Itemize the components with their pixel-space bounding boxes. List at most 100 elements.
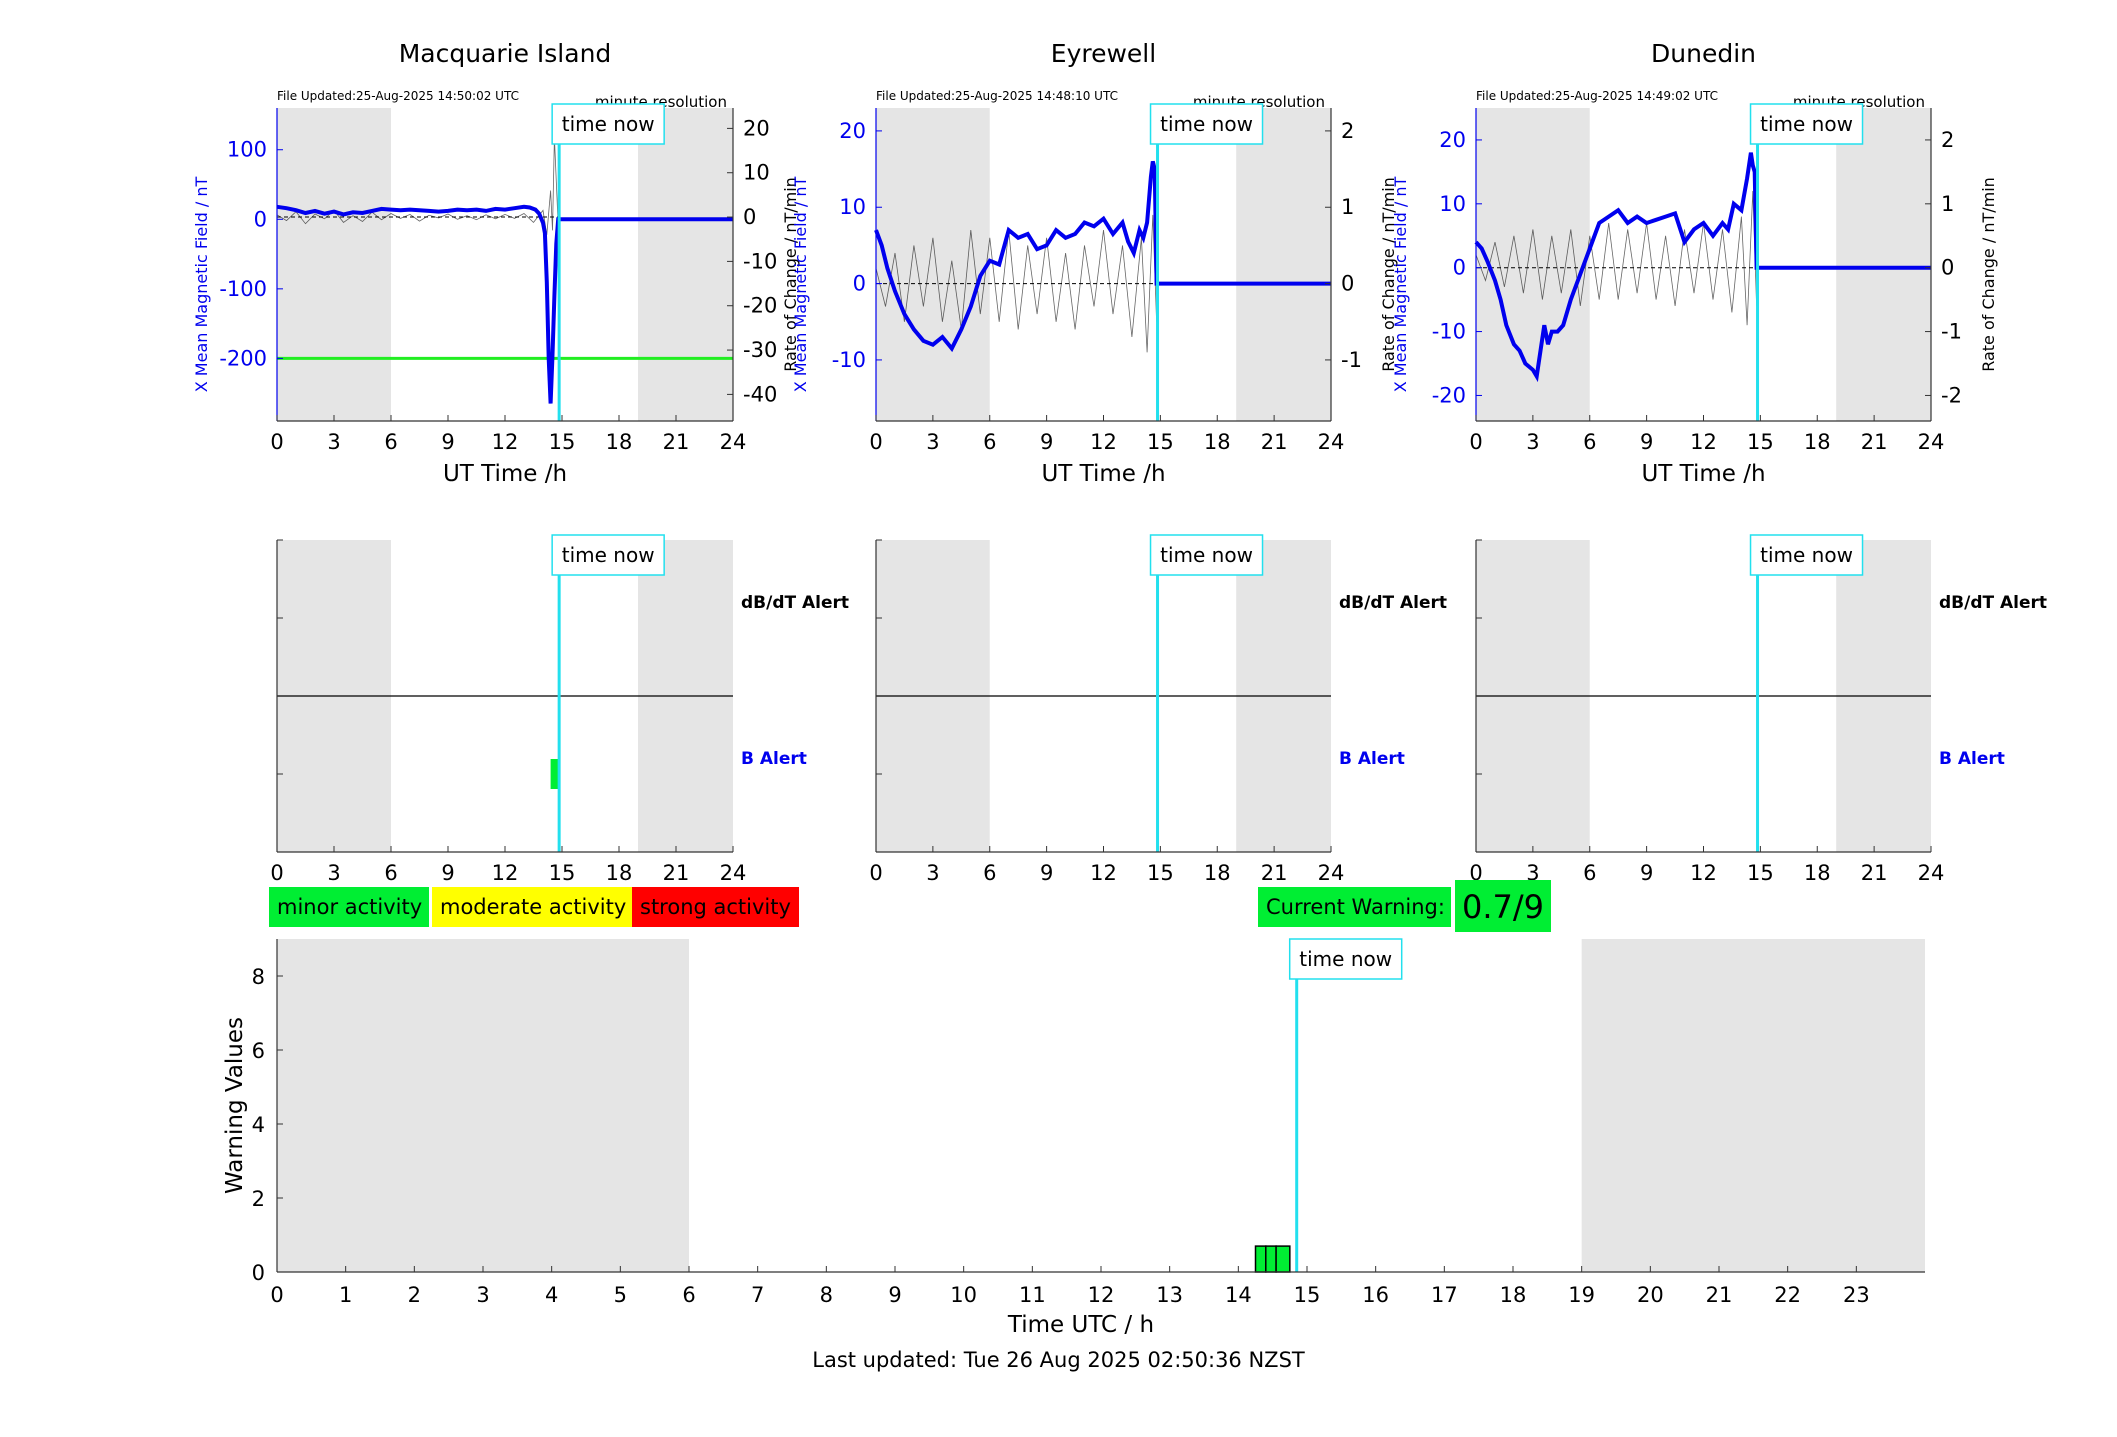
- x-tick-label: 6: [384, 861, 397, 885]
- time-now-box: [1288, 938, 1403, 980]
- warning-panel: 0 1 2 3 4 5 6 7 8 9 10 11 12 13 14 15 16 17 18 19 20 21 22 2302…: [222, 939, 1925, 1338]
- y-tick-label: 100: [227, 138, 267, 162]
- x-tick-label: 7: [751, 1283, 764, 1307]
- x-tick-label: 24: [1918, 430, 1945, 454]
- x-tick-label: 1: [339, 1283, 352, 1307]
- y2-tick-label: 0: [1341, 272, 1354, 296]
- magnetic-field-line: [276, 204, 733, 404]
- x-axis-label: UT Time /h: [1041, 461, 1165, 487]
- x-tick-label: 9: [1040, 430, 1053, 454]
- x-tick-label: 15: [549, 430, 576, 454]
- time-now-label: time now: [1760, 543, 1853, 567]
- y-tick-label: 0: [1453, 256, 1466, 280]
- x-tick-label: 0: [270, 430, 283, 454]
- y2-tick-label: 0: [743, 205, 756, 229]
- x-tick-label: 15: [549, 861, 576, 885]
- x-tick-label: 21: [1861, 861, 1888, 885]
- x-tick-label: 0: [869, 430, 882, 454]
- time-now-box: [551, 534, 665, 576]
- dbdt-alert-label: dB/dT Alert: [741, 593, 849, 613]
- panel-title: Macquarie Island: [399, 39, 612, 68]
- time-now-marker: time now: [551, 534, 665, 576]
- x-tick-label: 24: [720, 861, 747, 885]
- b-alert-bar: [550, 759, 561, 789]
- x-tick-label: 18: [1804, 861, 1831, 885]
- x-tick-label: 9: [1640, 430, 1653, 454]
- night-shade: [638, 108, 733, 421]
- y2-tick-label: -40: [743, 382, 777, 406]
- time-now-label: time now: [1299, 947, 1392, 971]
- x-tick-label: 2: [408, 1283, 421, 1307]
- y2-tick-label: 10: [743, 161, 770, 185]
- station-panel: 0 3 6 9 12 15 18 21 2420100-10-20210-1-2DunedinF…: [1391, 39, 1998, 487]
- y2-tick-label: -10: [743, 249, 777, 273]
- b-alert-label: B Alert: [1339, 749, 1405, 769]
- x-tick-label: 3: [327, 861, 340, 885]
- rate-of-change-line: [875, 214, 1157, 353]
- x-tick-label: 23: [1843, 1283, 1870, 1307]
- y-tick-label: -20: [1432, 383, 1466, 407]
- time-now-marker: time now: [1749, 534, 1864, 576]
- station-panel: 0 3 6 9 12 15 18 21 241000-100-20020100-10-20-30…: [192, 39, 800, 487]
- y2-tick-label: -1: [1341, 348, 1362, 372]
- x-tick-label: 19: [1568, 1283, 1595, 1307]
- y-tick-label: 20: [1439, 128, 1466, 152]
- x-tick-label: 3: [926, 861, 939, 885]
- x-tick-label: 3: [327, 430, 340, 454]
- x-tick-label: 9: [1040, 861, 1053, 885]
- dbdt-alert-label: dB/dT Alert: [1939, 593, 2047, 613]
- x-tick-label: 5: [614, 1283, 627, 1307]
- x-tick-label: 21: [1261, 861, 1288, 885]
- warning-bar: [1254, 1245, 1267, 1273]
- x-tick-label: 21: [663, 430, 690, 454]
- y-tick-label: -200: [219, 346, 267, 370]
- x-tick-label: 21: [1861, 430, 1888, 454]
- x-tick-label: 15: [1294, 1283, 1321, 1307]
- time-now-label: time now: [562, 112, 655, 136]
- time-now-marker: time now: [551, 103, 665, 145]
- x-tick-label: 9: [441, 861, 454, 885]
- x-tick-label: 15: [1147, 430, 1174, 454]
- warning-bar: [1275, 1245, 1291, 1273]
- x-tick-label: 6: [1583, 430, 1596, 454]
- y2-tick-label: -2: [1941, 383, 1962, 407]
- time-now-box: [1749, 103, 1864, 145]
- panel-title: Dunedin: [1651, 39, 1756, 68]
- y-tick-label: 10: [839, 195, 866, 219]
- time-now-box: [551, 103, 665, 145]
- x-tick-label: 18: [1204, 430, 1231, 454]
- y2-tick-label: -1: [1941, 320, 1962, 344]
- x-tick-label: 18: [1500, 1283, 1527, 1307]
- station-panel: 0 3 6 9 12 15 18 21 2420100-10210-1EyrewellFile …: [791, 39, 1398, 487]
- current-warning-value-box: [1455, 880, 1551, 932]
- y-tick-label: 8: [252, 965, 265, 989]
- y-tick-label: 0: [853, 272, 866, 296]
- time-now-box: [1149, 534, 1264, 576]
- x-tick-label: 3: [926, 430, 939, 454]
- magnetic-field-line: [874, 160, 1331, 353]
- time-now-label: time now: [1160, 543, 1253, 567]
- x-tick-label: 3: [1526, 430, 1539, 454]
- y2-tick-label: 1: [1941, 192, 1954, 216]
- x-tick-label: 13: [1156, 1283, 1183, 1307]
- time-now-label: time now: [1760, 112, 1853, 136]
- current-warning: Current Warning: 0.7/9: [1258, 880, 1551, 932]
- y2-axis-label: Rate of Change / nT/min: [781, 177, 800, 372]
- x-tick-label: 20: [1637, 1283, 1664, 1307]
- x-tick-label: 14: [1225, 1283, 1252, 1307]
- x-tick-label: 6: [983, 430, 996, 454]
- x-tick-label: 6: [384, 430, 397, 454]
- x-tick-label: 0: [869, 861, 882, 885]
- legend-label: moderate activity: [440, 895, 626, 919]
- file-updated-text: File Updated:25-Aug-2025 14:49:02 UTC: [1476, 89, 1718, 103]
- x-axis-label: Time UTC / h: [1007, 1312, 1154, 1338]
- y2-tick-label: -30: [743, 338, 777, 362]
- x-tick-label: 12: [492, 861, 519, 885]
- warning-bar: [1265, 1245, 1277, 1273]
- y-tick-label: 10: [1439, 192, 1466, 216]
- b-alert-label: B Alert: [1939, 749, 2005, 769]
- x-axis-label: UT Time /h: [1641, 461, 1765, 487]
- x-tick-label: 22: [1774, 1283, 1801, 1307]
- x-tick-label: 12: [1088, 1283, 1115, 1307]
